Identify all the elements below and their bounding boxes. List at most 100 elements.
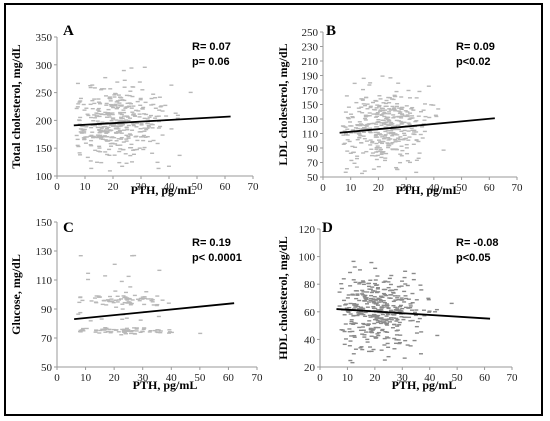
- stat-text: p= 0.06: [192, 56, 230, 68]
- data-point: [390, 148, 395, 150]
- data-point: [392, 295, 397, 297]
- data-point: [379, 295, 384, 297]
- data-point: [342, 299, 347, 302]
- x-tick-label: 0: [54, 181, 60, 193]
- data-point: [103, 129, 108, 131]
- data-point: [398, 313, 403, 315]
- data-point: [382, 115, 387, 118]
- data-point: [416, 140, 421, 143]
- data-point: [375, 275, 380, 277]
- data-point: [403, 306, 408, 309]
- data-point: [389, 319, 394, 321]
- y-tick-label: 150: [36, 143, 53, 155]
- data-point: [146, 126, 151, 128]
- data-point: [118, 119, 123, 122]
- data-point: [124, 138, 129, 140]
- data-point: [377, 104, 382, 107]
- data-point: [348, 302, 353, 305]
- data-point: [106, 140, 111, 142]
- data-point: [99, 126, 104, 129]
- data-point: [402, 276, 407, 279]
- data-point: [117, 129, 122, 132]
- data-point: [402, 121, 407, 124]
- data-point: [343, 111, 348, 113]
- data-point: [374, 318, 379, 320]
- data-point: [78, 116, 83, 119]
- data-point: [373, 279, 378, 281]
- data-point: [361, 152, 366, 154]
- data-point: [394, 148, 399, 151]
- y-tick-label: 110: [36, 275, 53, 287]
- data-point: [132, 114, 137, 117]
- data-point: [406, 307, 411, 309]
- data-point: [390, 313, 395, 316]
- data-point: [139, 124, 144, 126]
- data-point: [392, 116, 397, 118]
- data-point: [110, 113, 115, 116]
- data-point: [376, 297, 381, 300]
- data-point: [401, 139, 406, 141]
- data-point: [92, 98, 97, 100]
- data-point: [89, 145, 94, 147]
- data-point: [144, 128, 149, 131]
- y-tick-label: 90: [41, 304, 53, 316]
- data-point: [175, 114, 180, 117]
- data-point: [142, 127, 147, 129]
- data-point: [393, 299, 398, 301]
- data-point: [130, 95, 135, 98]
- data-point: [95, 120, 100, 122]
- data-point: [78, 331, 83, 333]
- data-point: [108, 100, 113, 102]
- data-point: [130, 111, 135, 113]
- data-point: [371, 300, 376, 303]
- data-point: [142, 303, 147, 306]
- data-point: [404, 143, 409, 146]
- data-point: [411, 109, 416, 111]
- data-point: [396, 110, 401, 112]
- data-point: [394, 166, 399, 169]
- data-point: [393, 141, 398, 143]
- data-point: [74, 107, 79, 110]
- x-tick-label: 50: [452, 372, 464, 384]
- data-point: [348, 125, 353, 127]
- data-point: [397, 341, 402, 344]
- data-point: [110, 136, 115, 138]
- data-point: [368, 106, 373, 109]
- data-point: [380, 75, 385, 77]
- data-point: [394, 128, 399, 131]
- data-point: [102, 135, 107, 137]
- data-point: [405, 160, 410, 162]
- data-point: [360, 128, 365, 130]
- x-tick-label: 20: [373, 182, 385, 194]
- data-point: [362, 127, 367, 129]
- data-point: [99, 161, 104, 164]
- data-point: [393, 306, 398, 309]
- data-point: [105, 299, 110, 301]
- data-point: [88, 135, 93, 137]
- data-point: [372, 299, 377, 301]
- trend-line: [73, 115, 231, 127]
- data-point: [123, 333, 128, 335]
- data-point: [77, 101, 82, 103]
- data-point: [119, 136, 124, 139]
- data-point: [388, 283, 393, 286]
- data-point: [394, 339, 399, 341]
- data-point: [365, 303, 370, 305]
- data-point: [129, 146, 134, 149]
- data-point: [115, 144, 120, 147]
- data-point: [362, 323, 367, 326]
- data-point: [106, 126, 111, 128]
- data-point: [363, 331, 368, 333]
- data-point: [88, 84, 93, 87]
- data-point: [129, 332, 134, 335]
- data-point: [343, 323, 348, 325]
- data-point: [368, 82, 373, 84]
- data-point: [363, 298, 368, 300]
- data-point: [126, 275, 131, 278]
- data-point: [81, 125, 86, 127]
- data-point: [372, 296, 377, 298]
- data-point: [358, 124, 363, 127]
- data-point: [108, 332, 113, 334]
- data-point: [149, 97, 154, 100]
- data-point: [373, 282, 378, 285]
